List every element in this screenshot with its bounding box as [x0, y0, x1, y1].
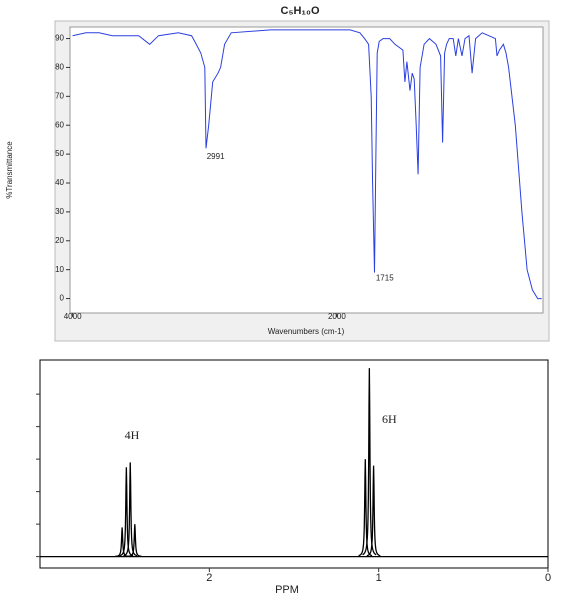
y-tick-label: 20	[55, 236, 64, 245]
y-tick-label: 70	[55, 91, 64, 100]
spectrum-line	[72, 29, 542, 300]
y-tick-label: 10	[55, 265, 64, 274]
peak	[127, 524, 142, 557]
y-tick-label: 40	[55, 178, 64, 187]
x-tick-label: 2	[206, 572, 212, 584]
x-tick-label: 0	[545, 572, 551, 584]
peak	[362, 368, 377, 556]
peak	[119, 467, 134, 557]
annotation: 4H	[125, 428, 140, 442]
ir-plot-area	[69, 26, 544, 314]
peak	[115, 527, 129, 557]
annotation: 6H	[382, 412, 397, 426]
annotation: 2991	[207, 152, 225, 161]
y-axis-label: %Transmittance	[5, 141, 14, 199]
y-tick-label: 50	[55, 149, 64, 158]
x-axis-label: PPM	[275, 584, 299, 596]
x-axis-label: Wavenumbers (cm-1)	[268, 327, 345, 336]
y-tick-label: 90	[55, 34, 64, 43]
y-tick-label: 60	[55, 120, 64, 129]
y-tick-label: 0	[60, 294, 65, 303]
y-tick-label: 30	[55, 207, 64, 216]
peak	[366, 465, 381, 557]
x-tick-label: 4000	[64, 312, 82, 321]
x-tick-label: 2000	[328, 312, 346, 321]
annotation: 1715	[376, 273, 394, 282]
chart-title: C₅H₁₀O	[281, 5, 320, 17]
y-tick-label: 80	[55, 63, 64, 72]
peak	[123, 462, 138, 557]
x-tick-label: 1	[376, 572, 382, 584]
nmr-plot-area	[39, 359, 549, 569]
